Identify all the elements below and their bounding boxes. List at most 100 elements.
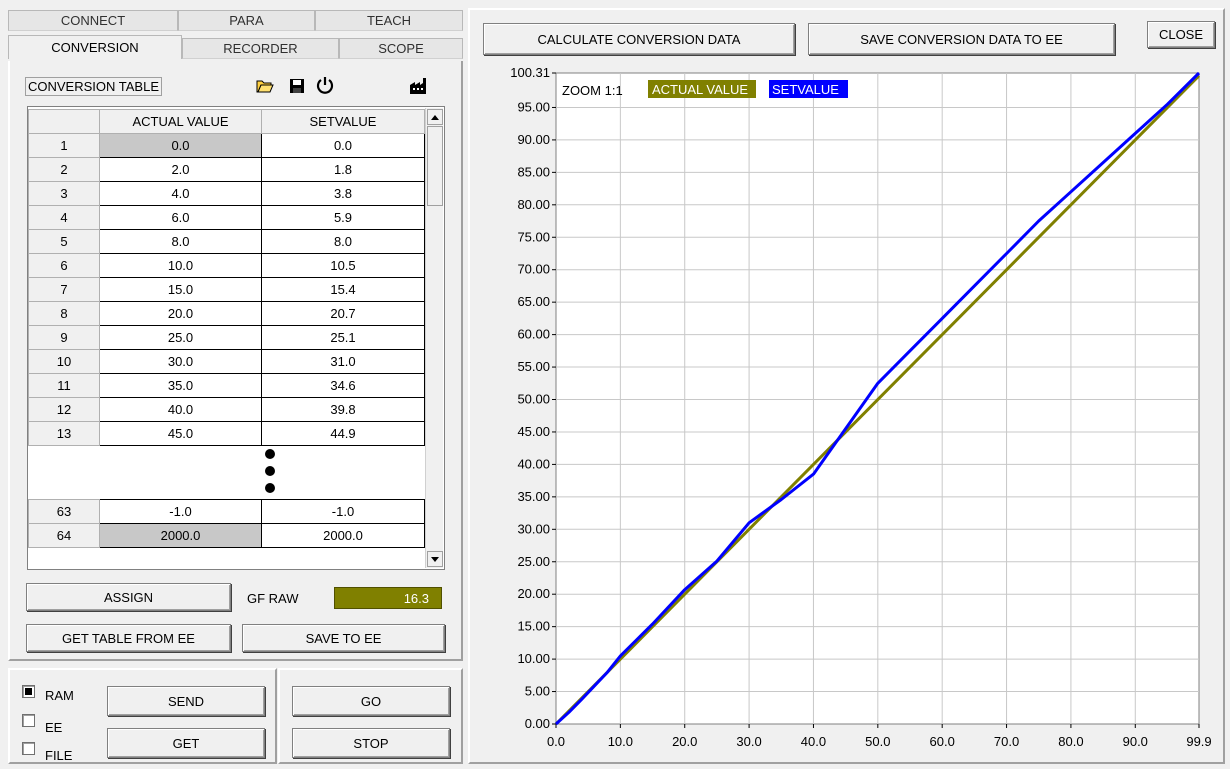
x-tick-label: 10.0 (608, 734, 633, 749)
y-tick-label: 55.00 (517, 359, 550, 374)
actual-value-cell[interactable]: 45.0 (99, 421, 262, 446)
y-tick-label: 5.00 (525, 684, 550, 699)
actual-value-line (554, 74, 1201, 726)
y-tick-label: 100.31 (510, 65, 550, 80)
x-tick-label: 70.0 (994, 734, 1019, 749)
ram-label: RAM (45, 688, 74, 703)
row-number: 63 (28, 499, 100, 524)
save-to-ee-button[interactable]: SAVE TO EE (242, 624, 445, 652)
setvalue-cell[interactable]: -1.0 (261, 499, 425, 524)
save-disk-icon[interactable] (287, 76, 307, 96)
setvalue-cell[interactable]: 1.8 (261, 157, 425, 182)
y-tick-label: 85.00 (517, 164, 550, 179)
setvalue-cell[interactable]: 39.8 (261, 397, 425, 422)
scroll-up-arrow-icon[interactable] (427, 109, 443, 125)
row-number: 13 (28, 421, 100, 446)
actual-value-cell[interactable]: 35.0 (99, 373, 262, 398)
setvalue-cell[interactable]: 20.7 (261, 301, 425, 326)
legend-setvalue-label: SETVALUE (772, 82, 839, 97)
actual-value-cell[interactable]: 20.0 (99, 301, 262, 326)
legend-actual-label: ACTUAL VALUE (652, 82, 748, 97)
y-tick-label: 90.00 (517, 132, 550, 147)
table-row: 5 8.0 8.0 (28, 229, 425, 254)
y-tick-label: 40.00 (517, 456, 550, 471)
tab-scope[interactable]: SCOPE (339, 38, 463, 59)
y-tick-label: 65.00 (517, 294, 550, 309)
actual-value-cell[interactable]: 10.0 (99, 253, 262, 278)
table-row: 7 15.0 15.4 (28, 277, 425, 302)
tab-conversion[interactable]: CONVERSION (8, 35, 182, 59)
actual-value-cell[interactable]: -1.0 (99, 499, 262, 524)
setvalue-cell[interactable]: 15.4 (261, 277, 425, 302)
close-button[interactable]: CLOSE (1147, 21, 1215, 48)
setvalue-cell[interactable]: 8.0 (261, 229, 425, 254)
calculate-conversion-data-button[interactable]: CALCULATE CONVERSION DATA (483, 23, 795, 55)
actual-value-header: ACTUAL VALUE (99, 109, 262, 134)
setvalue-cell[interactable]: 10.5 (261, 253, 425, 278)
send-button[interactable]: SEND (107, 686, 265, 716)
tab-para[interactable]: PARA (178, 10, 315, 31)
row-number: 3 (28, 181, 100, 206)
ellipsis-row (28, 445, 425, 500)
table-scrollbar[interactable] (425, 108, 443, 568)
actual-value-cell[interactable]: 30.0 (99, 349, 262, 374)
tab-connect[interactable]: CONNECT (8, 10, 178, 31)
actual-value-cell[interactable]: 2.0 (99, 157, 262, 182)
actual-value-cell[interactable]: 8.0 (99, 229, 262, 254)
tab-recorder[interactable]: RECORDER (182, 38, 339, 59)
table-row: 63 -1.0 -1.0 (28, 499, 425, 524)
setvalue-cell[interactable]: 2000.0 (261, 523, 425, 548)
gf-raw-label: GF RAW (247, 591, 299, 606)
conversion-table: ACTUAL VALUE SETVALUE 1 0.0 0.0 2 2.0 1.8 3 4.0 3.… (28, 109, 425, 548)
zoom-label: ZOOM 1:1 (562, 83, 623, 98)
actual-value-cell[interactable]: 25.0 (99, 325, 262, 350)
get-button[interactable]: GET (107, 728, 265, 758)
get-table-from-ee-button[interactable]: GET TABLE FROM EE (26, 624, 231, 652)
setvalue-cell[interactable]: 31.0 (261, 349, 425, 374)
actual-value-cell[interactable]: 15.0 (99, 277, 262, 302)
x-tick-label: 20.0 (672, 734, 697, 749)
x-tick-label: 99.9 (1186, 734, 1211, 749)
setvalue-cell[interactable]: 44.9 (261, 421, 425, 446)
row-number: 8 (28, 301, 100, 326)
table-row: 1 0.0 0.0 (28, 133, 425, 158)
scroll-thumb[interactable] (427, 126, 443, 206)
setvalue-line (554, 71, 1201, 726)
y-tick-label: 0.00 (525, 716, 550, 731)
x-tick-label: 50.0 (865, 734, 890, 749)
ram-checkbox[interactable] (22, 685, 35, 698)
tab-teach[interactable]: TEACH (315, 10, 463, 31)
stop-button[interactable]: STOP (292, 728, 450, 758)
scroll-down-arrow-icon[interactable] (427, 551, 443, 567)
actual-value-cell[interactable]: 2000.0 (99, 523, 262, 548)
tab-bar: CONNECT PARA TEACH CONVERSION RECORDER S… (8, 10, 463, 62)
x-tick-label: 30.0 (736, 734, 761, 749)
conversion-table-label: CONVERSION TABLE (25, 77, 162, 96)
setvalue-cell[interactable]: 34.6 (261, 373, 425, 398)
table-row: 8 20.0 20.7 (28, 301, 425, 326)
actual-value-cell[interactable]: 0.0 (99, 133, 262, 158)
save-conversion-data-to-ee-button[interactable]: SAVE CONVERSION DATA TO EE (808, 23, 1115, 55)
power-icon[interactable] (313, 74, 337, 96)
file-checkbox[interactable] (22, 742, 35, 755)
row-number: 5 (28, 229, 100, 254)
setvalue-cell[interactable]: 3.8 (261, 181, 425, 206)
actual-value-cell[interactable]: 6.0 (99, 205, 262, 230)
table-row: 11 35.0 34.6 (28, 373, 425, 398)
legend-actual-swatch (648, 80, 756, 98)
row-number: 4 (28, 205, 100, 230)
table-row: 13 45.0 44.9 (28, 421, 425, 446)
factory-icon[interactable] (408, 76, 432, 96)
y-tick-label: 75.00 (517, 229, 550, 244)
setvalue-cell[interactable]: 25.1 (261, 325, 425, 350)
assign-button[interactable]: ASSIGN (26, 583, 231, 611)
ee-checkbox[interactable] (22, 714, 35, 727)
go-button[interactable]: GO (292, 686, 450, 716)
row-number: 2 (28, 157, 100, 182)
setvalue-header: SETVALUE (261, 109, 425, 134)
folder-open-icon[interactable] (255, 76, 275, 96)
x-tick-label: 60.0 (930, 734, 955, 749)
row-number: 64 (28, 523, 100, 548)
x-tick-label: 0.0 (547, 734, 565, 749)
setvalue-cell[interactable]: 0.0 (261, 133, 425, 158)
